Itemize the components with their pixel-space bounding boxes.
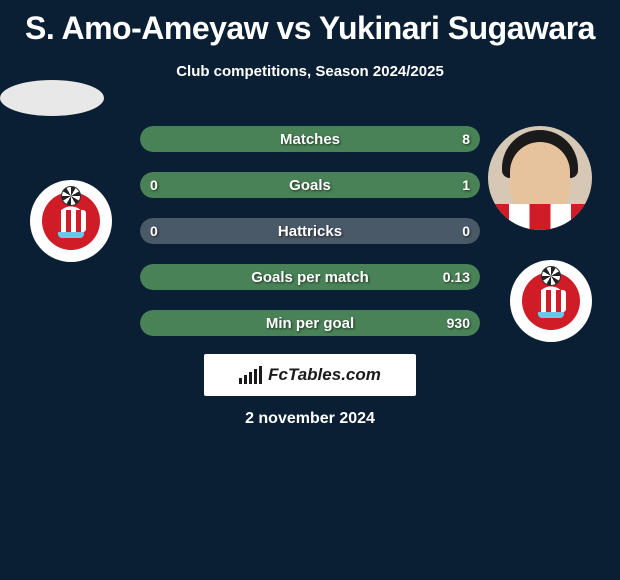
stat-bar-group: Matches 8 0 Goals 1 0 Hattricks 0 Goals …: [140, 126, 480, 356]
player-a-club-badge: [30, 180, 112, 262]
stat-label: Goals: [289, 177, 331, 194]
comparison-title: S. Amo-Ameyaw vs Yukinari Sugawara: [0, 0, 620, 47]
player-b-club-badge: [510, 260, 592, 342]
badge-icon: [42, 192, 100, 250]
player-a-avatar: [0, 80, 104, 116]
stat-label: Goals per match: [251, 269, 369, 286]
stat-row-min-per-goal: Min per goal 930: [140, 310, 480, 336]
stat-value-right: 1: [462, 177, 470, 193]
stat-value-right: 930: [447, 315, 470, 331]
comparison-subtitle: Club competitions, Season 2024/2025: [0, 63, 620, 80]
avatar-shirt: [488, 204, 592, 230]
player-a-name: S. Amo-Ameyaw: [25, 10, 268, 46]
stat-row-matches: Matches 8: [140, 126, 480, 152]
logo-bars-icon: [239, 366, 262, 384]
player-b-name: Yukinari Sugawara: [319, 10, 595, 46]
logo-text: FcTables.com: [268, 365, 381, 385]
stat-value-right: 8: [462, 131, 470, 147]
stat-label: Matches: [280, 131, 340, 148]
stat-label: Hattricks: [278, 223, 342, 240]
vs-text: vs: [276, 10, 311, 46]
stat-label: Min per goal: [266, 315, 354, 332]
badge-icon: [522, 272, 580, 330]
stat-value-right: 0.13: [443, 269, 470, 285]
player-b-avatar: [488, 126, 592, 230]
stat-row-goals-per-match: Goals per match 0.13: [140, 264, 480, 290]
infographic-date: 2 november 2024: [0, 410, 620, 428]
stat-value-left: 0: [150, 177, 158, 193]
stat-value-right: 0: [462, 223, 470, 239]
stat-row-hattricks: 0 Hattricks 0: [140, 218, 480, 244]
stat-row-goals: 0 Goals 1: [140, 172, 480, 198]
stat-value-left: 0: [150, 223, 158, 239]
fctables-logo: FcTables.com: [204, 354, 416, 396]
